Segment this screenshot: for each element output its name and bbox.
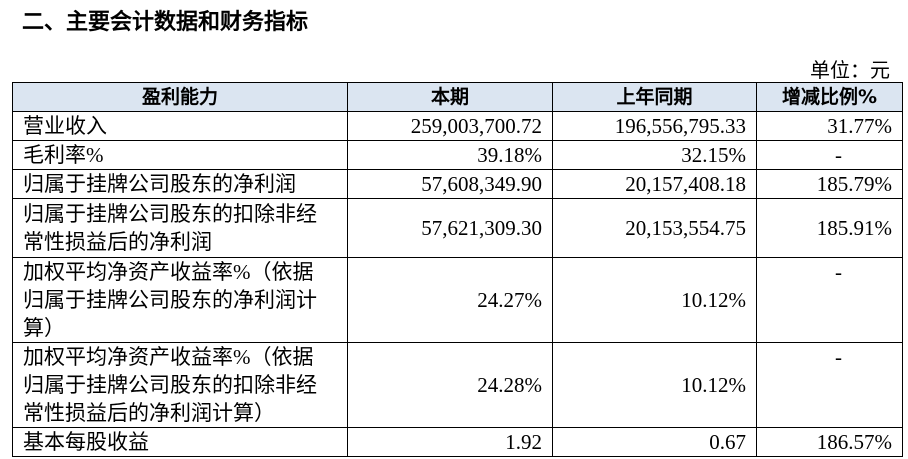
header-cell: 上年同期 [552, 82, 757, 112]
table-row: 加权平均净资产收益率%（依据归属于挂牌公司股东的净利润计算） 24.27% 10.1… [12, 257, 903, 343]
financial-table: 盈利能力 本期 上年同期 增减比例% 营业收入 259,003,700.72 196,55… [12, 82, 903, 457]
value-cell: 10.12% [552, 342, 757, 428]
value-cell: 57,621,309.30 [347, 198, 553, 258]
table-row: 基本每股收益 1.92 0.67 186.57% [12, 427, 903, 457]
row-label: 毛利率% [12, 140, 348, 170]
value-cell: 32.15% [552, 140, 757, 170]
table-body: 营业收入 259,003,700.72 196,556,795.33 31.77% 毛利… [12, 111, 903, 457]
section-title: 二、主要会计数据和财务指标 [22, 10, 309, 35]
value-cell: 24.27% [347, 257, 553, 343]
header-cell: 增减比例% [756, 82, 903, 112]
row-label: 营业收入 [12, 111, 348, 141]
value-cell: 185.91% [756, 198, 903, 258]
table-row: 营业收入 259,003,700.72 196,556,795.33 31.77% [12, 111, 903, 141]
row-label: 加权平均净资产收益率%（依据归属于挂牌公司股东的扣除非经常性损益后的净利润计算） [12, 342, 348, 428]
value-cell: - [756, 257, 903, 343]
value-cell: 0.67 [552, 427, 757, 457]
value-cell: 24.28% [347, 342, 553, 428]
row-label: 加权平均净资产收益率%（依据归属于挂牌公司股东的净利润计算） [12, 257, 348, 343]
unit-label: 单位：元 [810, 60, 890, 82]
table-row: 加权平均净资产收益率%（依据归属于挂牌公司股东的扣除非经常性损益后的净利润计算）… [12, 342, 903, 428]
value-cell: - [756, 342, 903, 428]
value-cell: 196,556,795.33 [552, 111, 757, 141]
value-cell: 20,157,408.18 [552, 169, 757, 199]
table-row: 归属于挂牌公司股东的扣除非经常性损益后的净利润 57,621,309.30 20,1… [12, 198, 903, 258]
value-cell: 31.77% [756, 111, 903, 141]
row-label: 基本每股收益 [12, 427, 348, 457]
value-cell: 10.12% [552, 257, 757, 343]
table-row: 毛利率% 39.18% 32.15% - [12, 140, 903, 170]
value-cell: - [756, 140, 903, 170]
value-cell: 39.18% [347, 140, 553, 170]
value-cell: 57,608,349.90 [347, 169, 553, 199]
row-label: 归属于挂牌公司股东的扣除非经常性损益后的净利润 [12, 198, 348, 258]
row-label: 归属于挂牌公司股东的净利润 [12, 169, 348, 199]
value-cell: 1.92 [347, 427, 553, 457]
value-cell: 186.57% [756, 427, 903, 457]
table-row: 归属于挂牌公司股东的净利润 57,608,349.90 20,157,408.18 1… [12, 169, 903, 199]
header-cell: 盈利能力 [12, 82, 348, 112]
header-cell: 本期 [347, 82, 553, 112]
header-row: 盈利能力 本期 上年同期 增减比例% [12, 82, 903, 112]
value-cell: 185.79% [756, 169, 903, 199]
value-cell: 259,003,700.72 [347, 111, 553, 141]
value-cell: 20,153,554.75 [552, 198, 757, 258]
